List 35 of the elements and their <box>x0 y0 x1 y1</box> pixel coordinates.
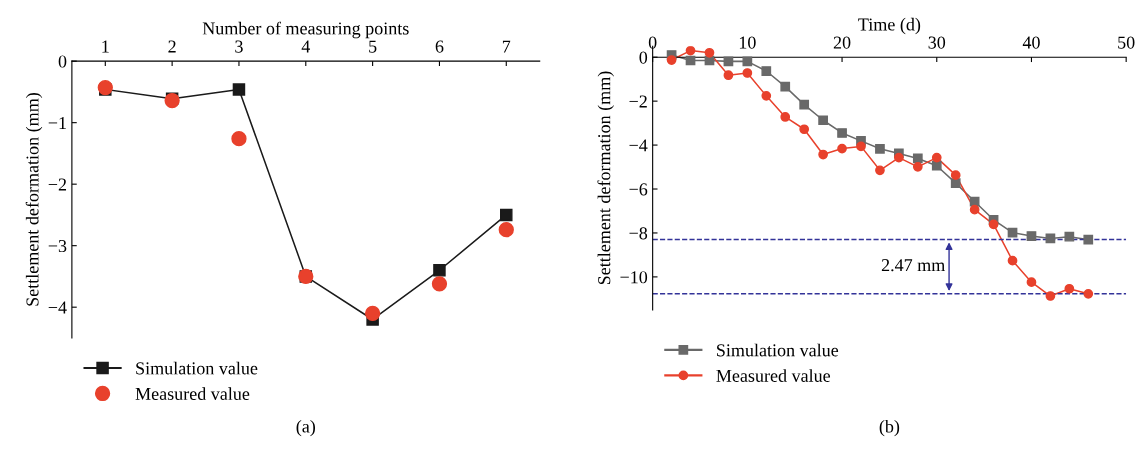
x-tick-label: 30 <box>928 36 946 49</box>
y-tick-label: −2 <box>48 178 67 191</box>
x-tick-label: 1 <box>102 40 109 53</box>
y-tick-label: −8 <box>629 227 648 240</box>
legend-label: Measured value <box>716 369 831 382</box>
y-tick-label: −4 <box>48 301 67 314</box>
x-tick-label: 2 <box>168 40 176 53</box>
x-tick-label: 50 <box>1118 36 1135 49</box>
y-tick-label: −1 <box>48 117 66 129</box>
y-tick-label: 0 <box>58 55 67 68</box>
x-tick-label: 4 <box>301 40 311 53</box>
text: (a) <box>296 419 316 437</box>
legend-label: Simulation value <box>136 361 258 375</box>
y-tick-label: −3 <box>48 239 67 253</box>
legend-label: Simulation value <box>717 343 839 357</box>
y-tick-label: −10 <box>620 271 648 284</box>
x-tick-label: 0 <box>648 36 657 49</box>
y-tick-label: −2 <box>629 95 647 108</box>
y-axis-title: Settlement deformation (mm) <box>25 93 43 306</box>
x-tick-label: 10 <box>739 36 756 49</box>
x-tick-label: 7 <box>502 40 511 53</box>
y-tick-label: −4 <box>629 139 648 152</box>
x-axis-title: Number of measuring points <box>202 21 409 39</box>
legend-label: Measured value <box>135 387 250 400</box>
y-tick-label: −6 <box>629 183 648 196</box>
x-tick-label: 40 <box>1022 36 1040 49</box>
x-tick-label: 3 <box>235 40 243 53</box>
y-tick-label: 0 <box>639 51 648 64</box>
x-tick-label: 6 <box>435 40 444 53</box>
annotation: 2.47 mm <box>881 259 945 272</box>
x-tick-label: 20 <box>833 36 851 49</box>
text: (b) <box>879 419 900 437</box>
x-axis-title: Time (d) <box>858 17 921 35</box>
x-tick-label: 5 <box>369 40 377 53</box>
y-axis-title: Settlement deformation (mm) <box>597 71 614 285</box>
